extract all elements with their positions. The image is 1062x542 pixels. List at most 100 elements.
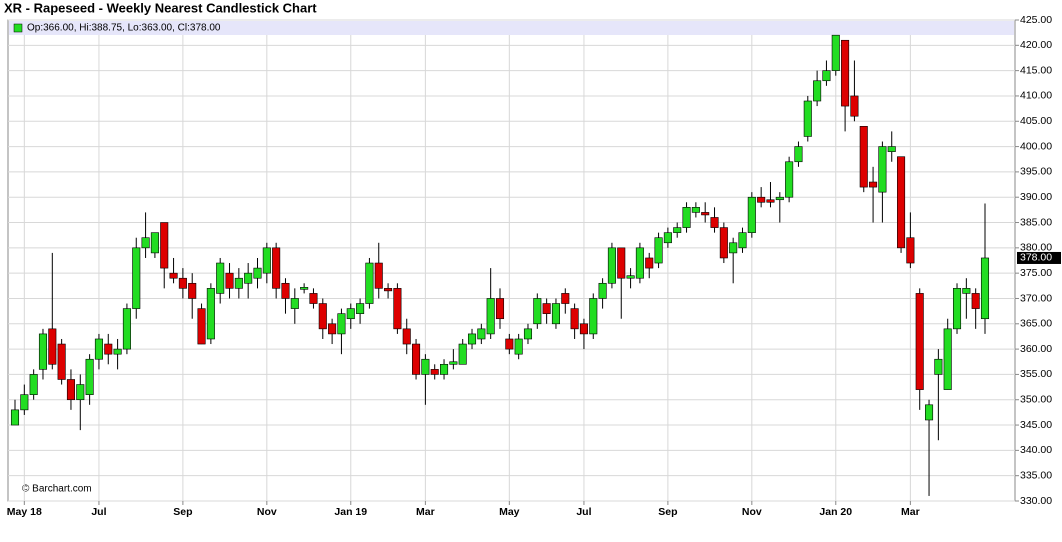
candle-body [290, 298, 299, 309]
candle-body [412, 343, 421, 375]
candle-body [775, 196, 784, 201]
candle-body [635, 247, 644, 279]
candle-body [309, 293, 318, 304]
last-price-box [1017, 251, 1061, 264]
candle-body [253, 267, 262, 279]
y-tick-label: 350.00 [1020, 394, 1052, 406]
candle-body [952, 288, 962, 330]
candle-body [561, 293, 570, 304]
candle-body [579, 323, 588, 335]
candle-body [617, 247, 626, 279]
candle-body [925, 404, 934, 421]
candle-body [272, 247, 281, 289]
y-tick-label: 375.00 [1020, 267, 1052, 279]
candle-body [393, 288, 402, 330]
candle-body [757, 196, 766, 203]
candle-body [132, 247, 141, 309]
candle-body [831, 34, 840, 71]
y-tick-label: 340.00 [1020, 444, 1052, 456]
y-tick-label: 390.00 [1020, 191, 1052, 203]
y-tick-label: 345.00 [1020, 419, 1052, 431]
candle-body [113, 348, 122, 355]
candle-body [206, 288, 215, 340]
candle-body [440, 363, 449, 375]
candle-body [934, 358, 943, 375]
candle-body [887, 146, 896, 152]
candle-body [729, 242, 738, 254]
x-tick-label: Jul [91, 506, 106, 518]
candle-body [225, 272, 234, 289]
candle-body [141, 237, 150, 249]
candle-body [122, 308, 131, 350]
candle-body [766, 199, 775, 203]
candle-body [188, 282, 197, 299]
x-tick-label: Mar [416, 506, 435, 518]
candle-body [962, 288, 971, 294]
y-tick-label: 395.00 [1020, 166, 1052, 178]
candle-body [57, 343, 66, 380]
candle-body [915, 293, 924, 390]
candle-body [477, 328, 486, 340]
candle-body [20, 394, 29, 411]
candle-body [747, 196, 756, 233]
candle-body [822, 70, 831, 82]
legend-swatch [13, 23, 23, 33]
candle-body [421, 358, 430, 375]
candle-body [328, 323, 337, 335]
x-tick-label: Mar [901, 506, 920, 518]
candle-body [906, 237, 915, 264]
candle-body [449, 361, 458, 365]
candle-body [533, 298, 542, 325]
y-tick-label: 360.00 [1020, 343, 1052, 355]
legend-text: Op:366.00, Hi:388.75, Lo:363.00, Cl:378.… [27, 23, 221, 34]
y-tick-label: 385.00 [1020, 216, 1052, 228]
candle-body [29, 374, 38, 395]
x-tick-label: Sep [658, 506, 677, 518]
x-tick-label: Nov [742, 506, 762, 518]
last-price-label: 378.00 [1020, 252, 1052, 264]
candle-body [785, 161, 794, 198]
candle-body [458, 343, 467, 365]
y-tick-label: 380.00 [1020, 242, 1052, 254]
candle-body [178, 277, 187, 289]
candle-body [94, 338, 103, 360]
candle-body [841, 39, 850, 107]
candle-body [346, 308, 355, 320]
candle-body [682, 207, 691, 228]
y-tick-label: 355.00 [1020, 368, 1052, 380]
candle-body [691, 207, 700, 213]
candle-body [813, 80, 822, 102]
candle-body [384, 288, 393, 292]
candle-body [402, 328, 411, 345]
candle-body [300, 287, 309, 290]
legend-band [9, 21, 1014, 35]
candle-body [971, 293, 980, 309]
candle-body [645, 257, 654, 269]
candle-body [943, 328, 952, 390]
candle-body [38, 333, 48, 370]
candle-body [869, 181, 878, 188]
candle-body [10, 409, 20, 426]
y-tick-label: 410.00 [1020, 90, 1052, 102]
candle-body [356, 303, 365, 314]
candle-body [374, 262, 383, 289]
candle-body [654, 237, 663, 264]
candle-body [169, 272, 178, 279]
y-tick-label: 330.00 [1020, 495, 1052, 507]
y-tick-label: 365.00 [1020, 318, 1052, 330]
candle-body [673, 227, 682, 233]
y-tick-label: 415.00 [1020, 64, 1052, 76]
candle-body [85, 358, 94, 395]
candle-body [542, 303, 551, 314]
candle-body [514, 338, 523, 355]
candle-body [160, 222, 169, 269]
candle-body [234, 277, 243, 289]
candle-body [104, 343, 113, 355]
candle-body [523, 328, 533, 340]
candle-body [710, 217, 719, 228]
candle-body [48, 328, 57, 365]
candle-body [607, 247, 616, 284]
candle-body [980, 257, 990, 320]
candle-body [570, 308, 579, 330]
